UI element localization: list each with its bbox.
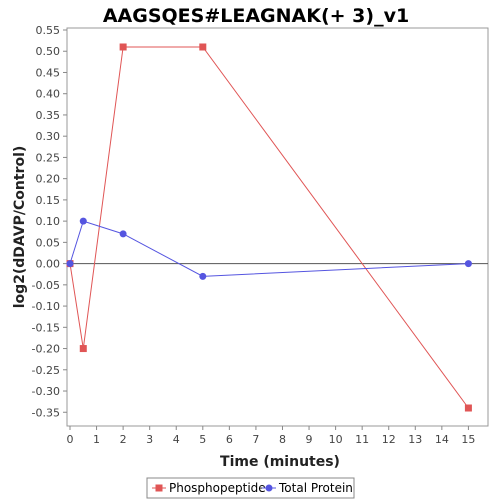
data-point [464, 404, 472, 412]
x-tick-label: 14 [435, 433, 449, 446]
legend: Phosphopeptide Total Protein [146, 477, 355, 499]
x-tick-label: 10 [329, 433, 343, 446]
plot-area [66, 27, 489, 427]
y-tick-label: 0.30 [36, 130, 61, 143]
chart-title: AAGSQES#LEAGNAK(+ 3)_v1 [103, 5, 409, 27]
data-point [464, 260, 472, 268]
x-tick-label: 7 [252, 433, 259, 446]
series-1 [66, 217, 472, 280]
legend-square-marker [155, 484, 163, 492]
x-axis: 0 1 2 3 4 5 6 7 8 9 10 11 12 13 14 15 [67, 426, 475, 446]
x-tick-label: 2 [120, 433, 127, 446]
x-tick-label: 6 [226, 433, 233, 446]
x-tick-label: 13 [408, 433, 422, 446]
y-tick-label: 0.20 [36, 173, 61, 186]
legend-circle-marker [265, 484, 273, 492]
data-point [79, 217, 87, 225]
y-tick-label: -0.15 [32, 321, 60, 334]
data-point [119, 43, 127, 51]
y-axis: 0.55 0.50 0.45 0.40 0.35 0.30 0.25 0.20 0.15 0.10… [32, 24, 67, 419]
x-tick-label: 4 [173, 433, 180, 446]
y-tick-label: -0.05 [32, 279, 60, 292]
y-tick-label: 0.45 [36, 66, 61, 79]
y-tick-label: 0.05 [36, 236, 61, 249]
data-point [199, 272, 207, 280]
y-tick-label: -0.25 [32, 364, 60, 377]
y-tick-label: -0.35 [32, 406, 60, 419]
y-tick-label: 0.00 [36, 258, 61, 271]
y-tick-label: 0.55 [36, 24, 61, 37]
y-tick-label: 0.35 [36, 109, 61, 122]
x-tick-label: 12 [382, 433, 396, 446]
x-tick-label: 1 [93, 433, 100, 446]
y-tick-label: 0.25 [36, 151, 61, 164]
x-tick-label: 3 [146, 433, 153, 446]
data-point [199, 43, 207, 51]
y-tick-label: -0.30 [32, 385, 60, 398]
y-tick-label: 0.50 [36, 45, 61, 58]
data-point [119, 230, 127, 238]
data-point [79, 345, 87, 353]
series-group [66, 43, 472, 412]
legend-label: Total Protein [278, 481, 353, 495]
x-tick-label: 0 [67, 433, 74, 446]
x-tick-label: 9 [306, 433, 313, 446]
x-tick-label: 11 [355, 433, 369, 446]
x-tick-label: 15 [461, 433, 475, 446]
data-point [66, 260, 74, 268]
legend-item: Total Protein [262, 481, 353, 495]
x-tick-label: 5 [199, 433, 206, 446]
legend-item: Phosphopeptide [152, 481, 266, 495]
y-tick-label: -0.10 [32, 300, 60, 313]
y-tick-label: 0.10 [36, 215, 61, 228]
legend-frame [146, 477, 355, 499]
x-axis-title: Time (minutes) [220, 454, 340, 470]
y-tick-label: 0.40 [36, 88, 61, 101]
y-axis-title: log2(dDAVP/Control) [12, 146, 28, 309]
y-tick-label: -0.20 [32, 343, 60, 356]
x-tick-label: 8 [279, 433, 286, 446]
y-tick-label: 0.15 [36, 194, 61, 207]
legend-label: Phosphopeptide [169, 481, 266, 495]
